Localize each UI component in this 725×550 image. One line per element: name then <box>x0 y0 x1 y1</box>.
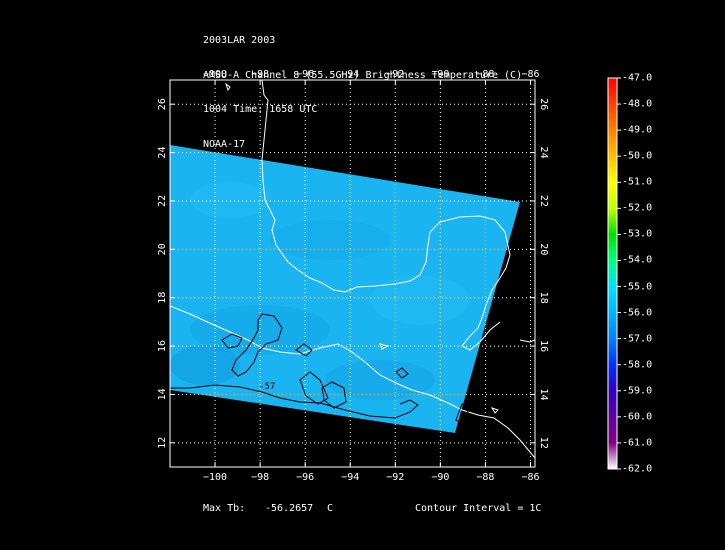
lat-label-right: 18 <box>538 292 549 304</box>
lat-label-left: 18 <box>157 292 168 304</box>
lon-label-top: −90 <box>431 69 449 80</box>
contour-57 <box>221 333 243 349</box>
lat-label-left: 14 <box>157 388 168 400</box>
swath-texture <box>170 345 240 385</box>
colorbar-label: -61.0 <box>622 437 653 449</box>
colorbar-label: -55.0 <box>622 281 653 293</box>
contour-57 <box>455 402 469 425</box>
contour-interval: Contour Interval = 1C <box>415 503 542 514</box>
swath-texture <box>370 275 470 325</box>
lon-label-bottom: −96 <box>296 472 314 483</box>
gulf-coastline <box>261 80 511 329</box>
island <box>379 343 390 350</box>
lat-label-left: 26 <box>157 98 168 110</box>
belize-coast <box>519 339 535 343</box>
contour-label: -57 <box>259 382 275 392</box>
colorbar-label: -57.0 <box>622 333 653 345</box>
lon-label-bottom: −94 <box>341 472 359 483</box>
max-tb-label: Max Tb: <box>203 503 246 514</box>
contour-57 <box>231 313 283 377</box>
lat-label-right: 12 <box>538 437 549 449</box>
contour-57 <box>321 381 347 409</box>
lat-label-left: 12 <box>157 437 168 449</box>
header-title: 2003LAR 2003 <box>203 35 276 46</box>
colorbar-label: -51.0 <box>622 176 653 188</box>
graticule <box>170 80 535 467</box>
lon-label-bottom: −90 <box>431 472 449 483</box>
colorbar-label: -59.0 <box>622 385 653 397</box>
lat-label-left: 22 <box>157 195 168 207</box>
colorbar-bar <box>607 77 618 470</box>
swath-texture <box>190 305 330 355</box>
colorbar-label: -47.0 <box>622 72 653 84</box>
lon-label-top: −92 <box>386 69 404 80</box>
lon-label-top: −86 <box>521 69 539 80</box>
lon-label-bottom: −98 <box>251 472 269 483</box>
colorbar-label: -49.0 <box>622 124 653 136</box>
lon-label-top: −94 <box>341 69 359 80</box>
contour-57 <box>299 371 329 405</box>
swath-texture <box>270 220 390 260</box>
lon-label-top: −96 <box>296 69 314 80</box>
colorbar-label: -62.0 <box>622 463 653 475</box>
contour-57 <box>295 343 313 357</box>
lat-label-left: 20 <box>157 243 168 255</box>
swath-texture <box>190 182 270 218</box>
header-satellite: NOAA-17 <box>203 138 246 150</box>
coastline-layer <box>170 80 535 459</box>
lat-label-right: 24 <box>538 147 549 159</box>
colorbar-label: -58.0 <box>622 359 653 371</box>
header-channel: AMSU-A Channel 8 (55.5GHz) Brightness Te… <box>203 69 523 81</box>
lon-label-bottom: −86 <box>521 472 539 483</box>
brightness-temperature-swath <box>170 145 520 433</box>
header-time: 1004 Time: 1658 UTC <box>203 104 318 115</box>
island <box>490 407 499 414</box>
pacific-coastline <box>170 305 535 459</box>
lon-label-top: −100 <box>203 69 227 80</box>
colorbar-label: -56.0 <box>622 307 653 319</box>
colorbar-label: -60.0 <box>622 411 653 423</box>
contour-layer <box>170 313 469 425</box>
lat-label-right: 26 <box>538 98 549 110</box>
map-ticks <box>170 80 535 467</box>
colorbar-label: -52.0 <box>622 202 653 214</box>
colorbar-label: -48.0 <box>622 98 653 110</box>
colorbar-label: -53.0 <box>622 228 653 240</box>
lat-label-left: 16 <box>157 340 168 352</box>
lon-label-top: −98 <box>251 69 269 80</box>
lon-label-bottom: −92 <box>386 472 404 483</box>
max-tb-unit: C <box>327 503 334 514</box>
lat-label-left: 24 <box>157 147 168 159</box>
lon-label-bottom: −88 <box>476 472 494 483</box>
map-labels: −100 −100 −98 −98 −96 −96 −94 −94 −92 −92 −90 −90 −8… <box>157 69 549 483</box>
swath-layer <box>170 145 520 433</box>
colorbar-label: -50.0 <box>622 150 653 162</box>
contour-57 <box>395 367 409 379</box>
map-frame <box>169 79 536 468</box>
lon-label-bottom: −100 <box>203 472 227 483</box>
swath-texture <box>325 360 435 400</box>
lon-label-top: −88 <box>476 69 494 80</box>
island <box>225 82 231 92</box>
lat-label-right: 22 <box>538 195 549 207</box>
lat-label-right: 20 <box>538 243 549 255</box>
max-tb-value: -56.2657 <box>265 503 314 514</box>
map-header: 2003LAR 2003 AMSU-A Channel 8 (55.5GHz) … <box>203 12 522 162</box>
lat-label-right: 16 <box>538 340 549 352</box>
lat-label-right: 14 <box>538 388 549 400</box>
colorbar <box>607 77 621 470</box>
yucatan-coast <box>461 321 501 351</box>
colorbar-label: -54.0 <box>622 254 653 266</box>
